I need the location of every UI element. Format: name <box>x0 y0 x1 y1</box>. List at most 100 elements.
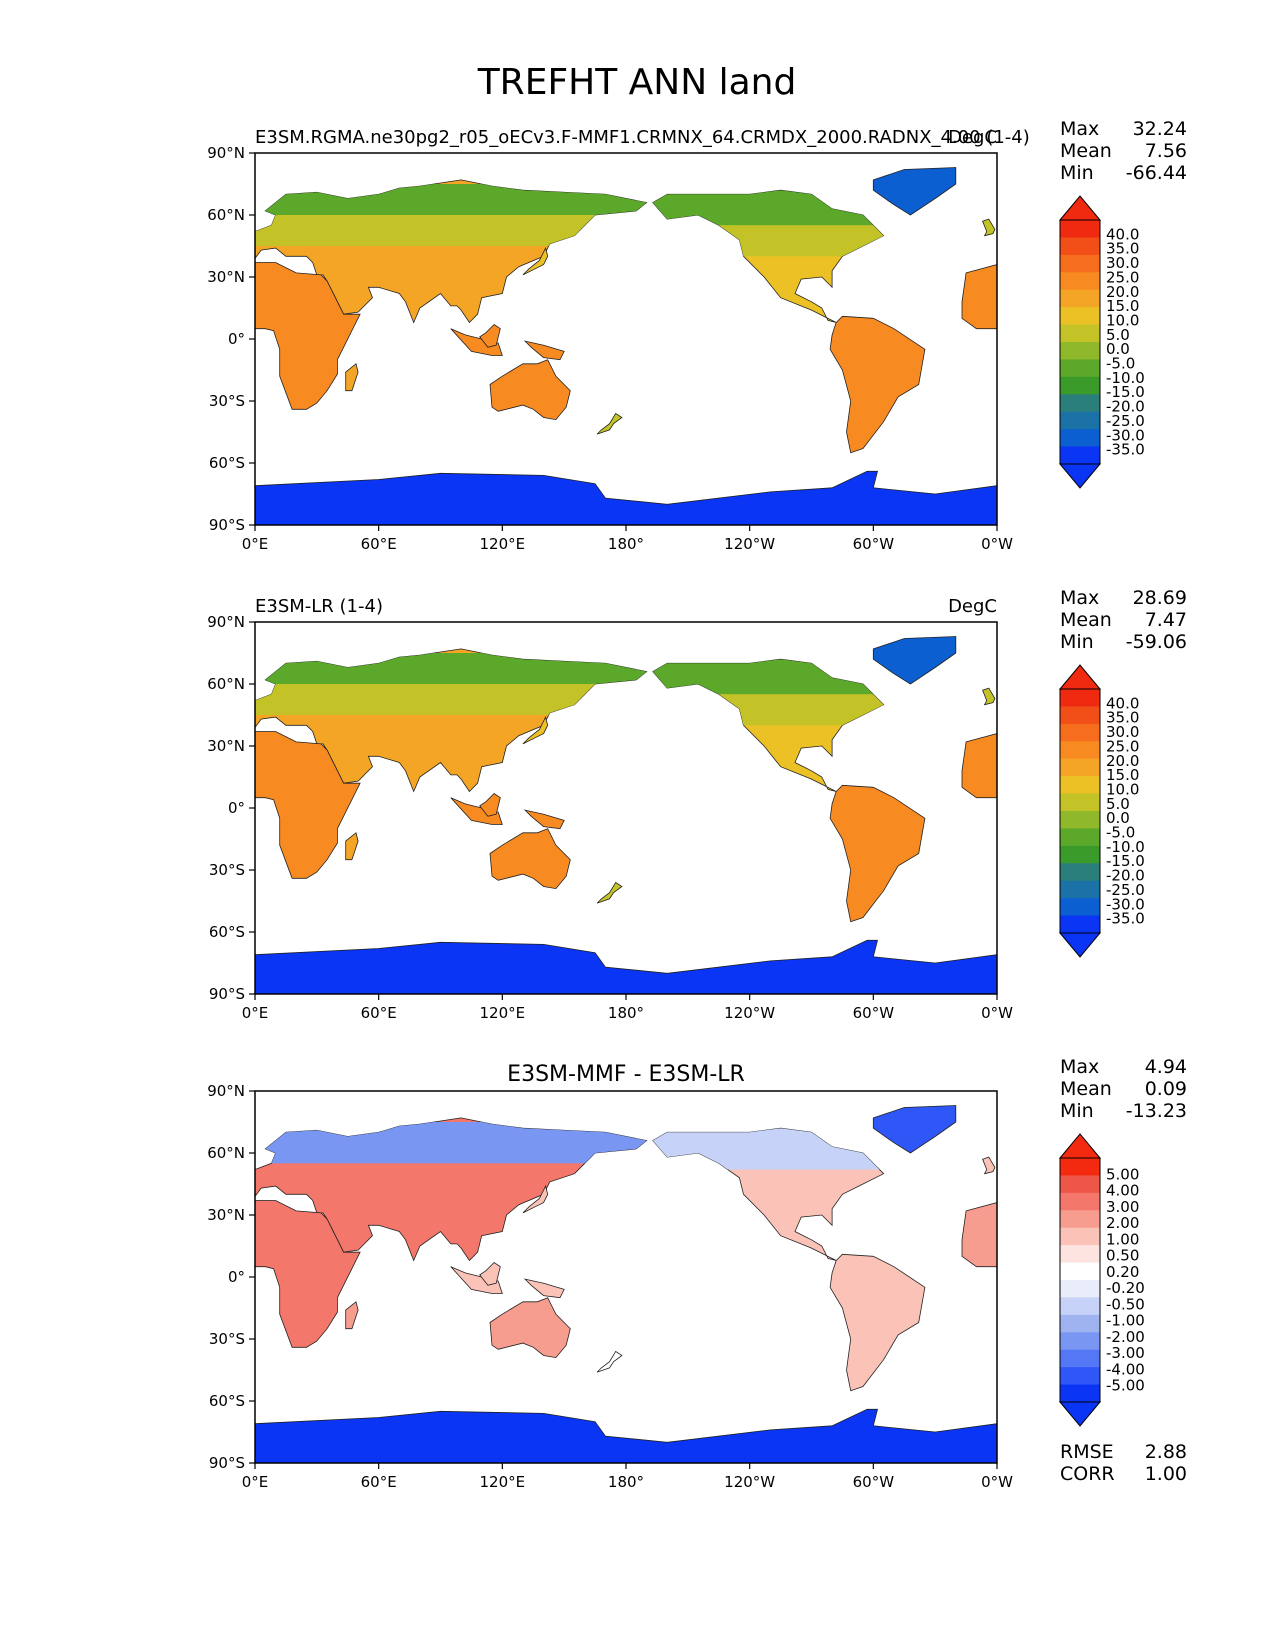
colorbar-segment <box>1060 1297 1100 1316</box>
land-madagascar <box>345 363 359 392</box>
lon-tick-label: 0°E <box>242 535 269 553</box>
land-borneo <box>479 792 501 817</box>
colorbar-segment <box>1060 1367 1100 1386</box>
lon-tick-label: 60°W <box>853 1473 895 1491</box>
panel-3-lat-ticks: 90°N 60°N 30°N 0° 30°S 60°S 90°S <box>207 1082 255 1472</box>
land-indonesia <box>450 797 503 825</box>
panel-3-mean-value: 0.09 <box>1145 1078 1187 1100</box>
colorbar-segment <box>1060 741 1100 760</box>
panel-3-max-value: 4.94 <box>1145 1056 1187 1078</box>
colorbar-segment <box>1060 376 1100 395</box>
land-africa <box>255 262 361 410</box>
panel-2-min-label: Min <box>1060 631 1094 653</box>
lon-tick-label: 180° <box>608 535 644 553</box>
panel-1-stats: Max 32.24 Mean 7.56 Min -66.44 <box>1060 118 1187 184</box>
land-newZealand <box>596 881 623 904</box>
lon-tick-label: 0°W <box>981 1004 1013 1022</box>
panel-1-lat-ticks: 90°N 60°N 30°N 0° 30°S 60°S 90°S <box>207 144 255 534</box>
colorbar-tick-label: 3.00 <box>1106 1198 1139 1216</box>
land-southAmerica <box>829 1253 926 1392</box>
panel-2-max-label: Max <box>1060 587 1099 609</box>
colorbar-tick-label: -2.00 <box>1106 1328 1145 1346</box>
lon-tick-label: 60°E <box>361 1004 397 1022</box>
colorbar-tick-label: -30.0 <box>1106 426 1145 444</box>
colorbar-tick-label: 15.0 <box>1106 297 1139 315</box>
colorbar-tick-label: 15.0 <box>1106 766 1139 784</box>
colorbar-outline <box>1059 688 1101 934</box>
colorbar-segment <box>1060 1158 1100 1176</box>
colorbar-segment <box>1060 1210 1100 1229</box>
land-borneo <box>479 323 501 348</box>
colorbar-segment <box>1060 758 1100 777</box>
land-japan <box>522 715 549 745</box>
lat-tick-label: 30°S <box>209 392 245 410</box>
colorbar-tick-label: 25.0 <box>1106 268 1139 286</box>
colorbar-segment <box>1060 289 1100 308</box>
colorbar-segment <box>1060 1314 1100 1333</box>
lat-tick-label: 0° <box>228 799 245 817</box>
colorbar-tick-label: -20.0 <box>1106 398 1145 416</box>
colorbar-extend-min <box>1058 463 1102 489</box>
lat-tick-label: 90°N <box>207 144 245 162</box>
lat-tick-label: 30°S <box>209 861 245 879</box>
panel-1-mean-label: Mean <box>1060 140 1112 162</box>
panel-2-mean-value: 7.47 <box>1145 609 1187 631</box>
colorbar-tick-label: 5.0 <box>1106 326 1130 344</box>
colorbar-tick-label: 10.0 <box>1106 780 1139 798</box>
lat-tick-label: 60°S <box>209 1392 245 1410</box>
colorbar-tick-label: 20.0 <box>1106 283 1139 301</box>
land-uk <box>982 218 996 237</box>
land-indonesia <box>450 328 503 356</box>
colorbar-segment <box>1060 1280 1100 1298</box>
land-madagascar <box>345 1301 359 1330</box>
colorbar-tick-label: 2.00 <box>1106 1214 1139 1232</box>
panel-3: E3SM-MMF - E3SM-LR 90°N 60°N 30°N 0° 30°S 60°… <box>207 1062 1013 1491</box>
colorbar-tick-label: -0.20 <box>1106 1279 1145 1297</box>
colorbar-segment <box>1060 1175 1100 1194</box>
colorbar-tick-label: -10.0 <box>1106 369 1145 387</box>
land-antarctica <box>255 1408 997 1463</box>
land-greenland <box>872 1105 957 1154</box>
land-band-eurasia <box>255 215 647 246</box>
colorbar-segment <box>1060 1332 1100 1351</box>
lat-tick-label: 30°S <box>209 1330 245 1348</box>
land-newGuinea <box>523 809 565 830</box>
colorbar-segment <box>1060 272 1100 291</box>
colorbar-segment <box>1060 706 1100 725</box>
lat-tick-label: 90°S <box>209 516 245 534</box>
land-southAmerica <box>829 784 926 923</box>
lat-tick-label: 30°N <box>207 268 245 286</box>
lat-tick-label: 0° <box>228 1268 245 1286</box>
colorbar-outline <box>1059 219 1101 465</box>
colorbar-segment <box>1060 429 1100 448</box>
colorbar-segment <box>1060 793 1100 812</box>
land-uk <box>982 1156 996 1175</box>
colorbar-segment <box>1060 1227 1100 1246</box>
colorbar-segment <box>1060 324 1100 343</box>
colorbar-segment <box>1060 446 1100 465</box>
lon-tick-label: 60°W <box>853 1004 895 1022</box>
colorbar-segment <box>1060 359 1100 378</box>
lat-tick-label: 30°N <box>207 1206 245 1224</box>
panel-1-mean-value: 7.56 <box>1145 140 1187 162</box>
colorbar-segment <box>1060 394 1100 413</box>
panel-2-left-title: E3SM-LR (1-4) <box>255 596 383 617</box>
colorbar-tick-label: 30.0 <box>1106 723 1139 741</box>
panel-2-colorbar: 40.035.030.025.020.015.010.05.00.0-5.0-1… <box>1058 664 1145 958</box>
colorbar-extend-max <box>1058 664 1102 690</box>
land-newZealand <box>596 1350 623 1373</box>
lat-tick-label: 60°N <box>207 675 245 693</box>
panel-3-max-label: Max <box>1060 1056 1099 1078</box>
lat-tick-label: 60°N <box>207 1144 245 1162</box>
lon-tick-label: 120°W <box>724 535 775 553</box>
panel-2-mean-label: Mean <box>1060 609 1112 631</box>
panel-3-colorbar: 5.004.003.002.001.000.500.20-0.20-0.50-1… <box>1058 1133 1145 1427</box>
panel-1-min-label: Min <box>1060 162 1094 184</box>
lon-tick-label: 60°W <box>853 535 895 553</box>
colorbar-segment <box>1060 828 1100 847</box>
colorbar-tick-label: -15.0 <box>1106 852 1145 870</box>
lat-tick-label: 60°N <box>207 206 245 224</box>
land-borneo <box>479 1261 501 1286</box>
land-australia <box>489 359 571 421</box>
land-newGuinea <box>523 1278 565 1299</box>
